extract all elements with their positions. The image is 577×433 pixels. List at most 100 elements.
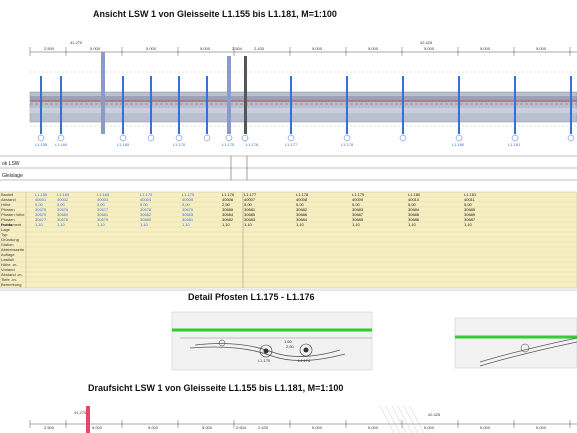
- plan-dim-1: 5.000: [92, 425, 103, 430]
- row-label: Bauteil: [1, 192, 14, 197]
- detail-left-panel: [171, 311, 373, 371]
- table-cell: 40005: [182, 197, 194, 202]
- row-label: Tiefe -m-: [1, 277, 17, 282]
- post-label-3: L1.170: [173, 142, 186, 147]
- table-cell: 30684: [296, 217, 308, 222]
- row-label: Pfosten höhe: [1, 212, 25, 217]
- row-label: Höhe -m-: [1, 262, 18, 267]
- table-cell: 30689: [464, 212, 476, 217]
- table-cell: 1,10: [35, 222, 43, 227]
- pink-marker: [86, 406, 90, 433]
- side-label-ok-lsw: ok LSW: [2, 161, 20, 167]
- table-cell: 30679: [182, 207, 194, 212]
- table-cell: L1.180: [408, 192, 421, 197]
- table-column: L1.175 40005 5,00 30679 30683 30681 1,10: [182, 192, 194, 227]
- table-cell: 30685: [464, 207, 476, 212]
- table-column: L1.160 40002 5,00 30676 30680 30678 1,10: [57, 192, 69, 227]
- side-label-gleislage: Gleislage: [2, 173, 23, 179]
- dim-10: 5.000: [480, 46, 491, 51]
- table-cell: 30681: [182, 217, 194, 222]
- table-column: L1.181 40011 5,00 30685 30689 30687 1,10: [464, 192, 476, 227]
- plan-dim-6: 5.000: [312, 425, 323, 430]
- table-cell: 1,10: [182, 222, 190, 227]
- table-column: L1.178 40008 5,00 30682 30686 30684 1,10: [296, 192, 308, 227]
- row-label: Vorland: [1, 267, 15, 272]
- plan-dim-8: 5.000: [424, 425, 435, 430]
- post-label-4: L1.175: [222, 142, 235, 147]
- post-label-8: L1.180: [452, 142, 465, 147]
- table-cell: L1.179: [352, 192, 365, 197]
- table-cell: 40003: [97, 197, 109, 202]
- dim-9: 5.000: [424, 46, 435, 51]
- row-label: Fundament: [1, 222, 22, 227]
- plan-dim-5: 2.433: [258, 425, 269, 430]
- table-column: L1.177 40007 5,00 30681 30685 30683 1,10: [244, 192, 256, 227]
- post: [150, 76, 152, 134]
- table-cell: 5,00: [97, 202, 105, 207]
- table-cell: 30682: [296, 207, 308, 212]
- plan-dim-3: 5.000: [202, 425, 213, 430]
- dim-1: 5.000: [90, 46, 101, 51]
- table-cell: 5,00: [464, 202, 472, 207]
- table-cell: 1,10: [244, 222, 252, 227]
- table-cell: 1,10: [408, 222, 416, 227]
- table-cell: L1.178: [296, 192, 309, 197]
- data-table-bg: [0, 191, 577, 289]
- table-cell: 5,00: [140, 202, 148, 207]
- plan-dim-0: 2.500: [44, 425, 55, 430]
- post-label-9: L1.181: [508, 142, 521, 147]
- table-cell: 30681: [244, 207, 256, 212]
- row-label: Bemerkung: [1, 282, 22, 287]
- table-cell: 30678: [57, 217, 69, 222]
- table-cell: 30688: [408, 212, 420, 217]
- table-cell: 30683: [244, 217, 256, 222]
- table-cell: 30676: [57, 207, 69, 212]
- view-title: Ansicht LSW 1 von Gleisseite L1.155 bis …: [93, 9, 337, 19]
- top-marker-right: 42.425: [420, 40, 433, 45]
- post-label-5: L1.176: [246, 142, 259, 147]
- row-label: Lage: [1, 227, 10, 232]
- detail-dim-top: 1,60: [284, 339, 292, 344]
- table-cell: 1,10: [352, 222, 360, 227]
- dim-11: 5.000: [536, 46, 547, 51]
- table-cell: 30675: [35, 207, 47, 212]
- row-label: Pfosten rechts: [1, 217, 15, 227]
- dim-2: 5.000: [146, 46, 157, 51]
- table-cell: 5,00: [352, 202, 360, 207]
- table-column: L1.165 40003 5,00 30677 30681 30679 1,10: [97, 192, 109, 227]
- table-cell: L1.165: [97, 192, 110, 197]
- table-cell: 30679: [35, 212, 47, 217]
- plan-dim-2: 5.000: [148, 425, 159, 430]
- post-label-2: L1.165: [117, 142, 130, 147]
- table-cell: 40004: [140, 197, 152, 202]
- table-cell: 30686: [408, 217, 420, 222]
- table-cell: 30684: [222, 212, 234, 217]
- plan-title: Draufsicht LSW 1 von Gleisseite L1.155 b…: [88, 383, 344, 393]
- plan-marker-right: 42.425: [428, 412, 441, 417]
- table-cell: 30685: [244, 212, 256, 217]
- table-cell: L1.181: [464, 192, 477, 197]
- dim-6: 2.433: [254, 46, 265, 51]
- row-label: Auflage: [1, 252, 15, 257]
- table-cell: 40010: [408, 197, 420, 202]
- detail-dim-mid: 2,50: [286, 344, 294, 349]
- table-cell: 1,10: [464, 222, 472, 227]
- table-cell: 40007: [244, 197, 256, 202]
- post: [122, 76, 124, 134]
- table-cell: L1.175: [182, 192, 195, 197]
- post: [514, 76, 516, 134]
- table-cell: 1,10: [97, 222, 105, 227]
- plan-dim-10: 5.000: [536, 425, 547, 430]
- dim-0: 2.500: [44, 46, 55, 51]
- table-column: L1.155 40001 5,00 30675 30679 30677 1,10: [35, 192, 47, 227]
- table-column: L1.180 40010 5,00 30684 30688 30686 1,10: [408, 192, 420, 227]
- post-circle-left: [259, 344, 273, 358]
- table-cell: L1.155: [35, 192, 48, 197]
- post: [178, 76, 180, 134]
- table-cell: 30681: [97, 212, 109, 217]
- table-cell: 1,10: [222, 222, 230, 227]
- table-cell: L1.176: [222, 192, 235, 197]
- table-cell: 30680: [222, 207, 234, 212]
- table-row-labels: Bauteil Abstand Höhe Pfosten Pfosten höh…: [1, 192, 26, 287]
